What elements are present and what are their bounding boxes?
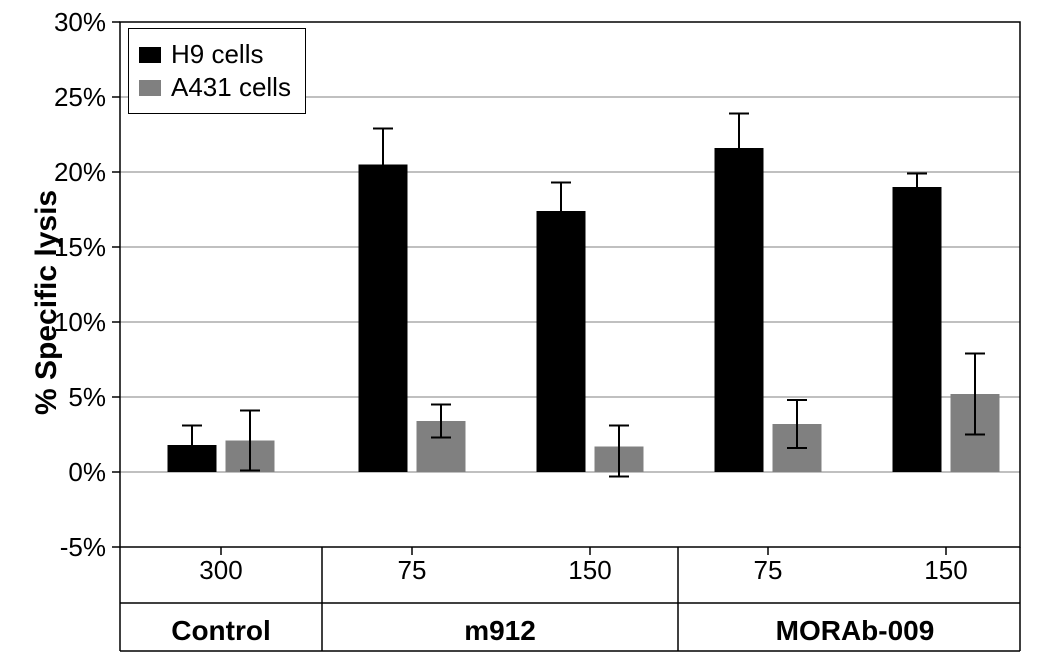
- legend-item: A431 cells: [139, 72, 291, 103]
- group-title: m912: [340, 615, 660, 647]
- legend-label: H9 cells: [171, 39, 263, 70]
- y-tick-label: 25%: [54, 82, 106, 113]
- x-category-label: 75: [352, 555, 472, 586]
- x-category-label: 150: [886, 555, 1006, 586]
- group-title: Control: [61, 615, 381, 647]
- y-axis-title: % Specific lysis: [30, 189, 64, 414]
- y-tick-label: 30%: [54, 7, 106, 38]
- legend-swatch: [139, 80, 161, 96]
- y-tick-label: 5%: [68, 382, 106, 413]
- y-tick-label: -5%: [60, 532, 106, 563]
- x-category-label: 300: [161, 555, 281, 586]
- x-category-label: 150: [530, 555, 650, 586]
- legend: H9 cellsA431 cells: [128, 28, 306, 114]
- legend-label: A431 cells: [171, 72, 291, 103]
- legend-item: H9 cells: [139, 39, 291, 70]
- group-title: MORAb-009: [695, 615, 1015, 647]
- y-tick-label: 20%: [54, 157, 106, 188]
- specific-lysis-bar-chart: -5%0%5%10%15%20%25%30%300Control75150m91…: [0, 0, 1050, 662]
- y-tick-label: 0%: [68, 457, 106, 488]
- legend-swatch: [139, 47, 161, 63]
- x-category-label: 75: [708, 555, 828, 586]
